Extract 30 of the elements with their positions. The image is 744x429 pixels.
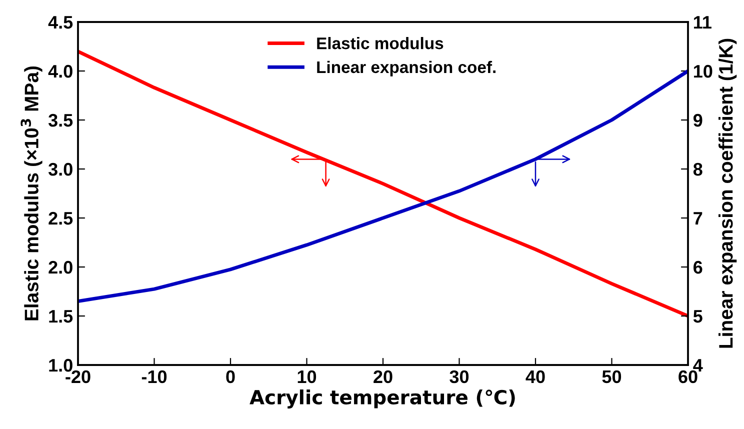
y2-tick-label: 5 — [693, 310, 702, 323]
y-tick-label: 1.0 — [49, 358, 72, 372]
y-axis-title: Elastic modulus (×10$^{3}$ MPa) — [20, 66, 42, 320]
x-tick-label: 50 — [602, 370, 622, 384]
y2-tick-label: 9 — [693, 114, 702, 127]
x-tick-label: -20 — [66, 370, 90, 384]
x-tick-label: 40 — [526, 370, 545, 384]
y-tick-label: 2.5 — [48, 212, 73, 225]
x-tick-label: 20 — [374, 370, 392, 384]
x-axis-title: Acrylic temperature (℃) — [250, 389, 515, 408]
legend-label: Linear expansion coef. — [317, 60, 496, 76]
x-tick-label: 60 — [678, 370, 698, 384]
x-tick-label: 0 — [226, 370, 235, 384]
x-tick-label: -10 — [142, 370, 167, 384]
y2-tick-label: 4 — [693, 359, 703, 372]
y2-tick-label: 10 — [694, 64, 712, 78]
y-tick-label: 4.5 — [48, 16, 73, 29]
y2-tick-label: 8 — [693, 162, 702, 176]
y2-axis-title: Linear expansion coefficient (1/K) — [718, 38, 737, 348]
y-tick-label: 3.0 — [48, 162, 72, 176]
x-tick-label: 30 — [450, 370, 469, 384]
x-tick-label: 10 — [298, 370, 316, 384]
y-tick-label: 2.0 — [48, 260, 72, 274]
y2-tick-label: 11 — [694, 16, 712, 29]
y-tick-label: 3.5 — [48, 114, 73, 127]
y2-tick-label: 6 — [694, 260, 702, 274]
y2-tick-label: 7 — [694, 212, 702, 225]
y-tick-label: 4.0 — [48, 64, 72, 78]
y-tick-label: 1.5 — [49, 310, 73, 323]
legend-label: Elastic modulus — [317, 37, 444, 50]
